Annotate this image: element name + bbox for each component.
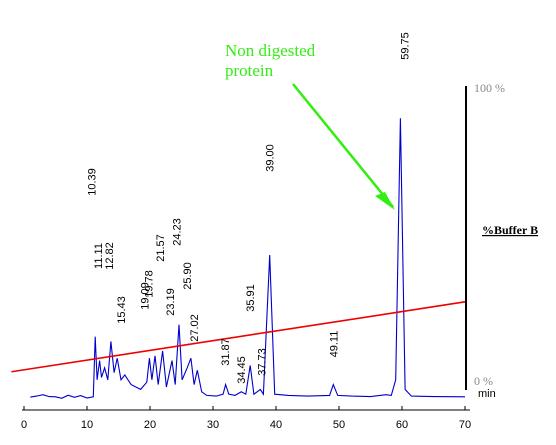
peak-label: 25.90 bbox=[182, 262, 194, 290]
peak-label: 34.45 bbox=[236, 356, 248, 384]
peak-label: 35.91 bbox=[245, 284, 257, 312]
peak-label: 27.02 bbox=[189, 314, 201, 342]
x-tick-label: 60 bbox=[396, 419, 408, 431]
buffer-b-title: %Buffer B bbox=[482, 223, 538, 237]
buffer-b-gradient-line bbox=[11, 301, 466, 373]
x-tick-label: 50 bbox=[333, 419, 345, 431]
peak-label: 15.43 bbox=[116, 296, 128, 324]
peak-label: 11.11 bbox=[93, 243, 105, 269]
x-axis: 0 10 20 30 40 50 60 70 min bbox=[21, 388, 496, 431]
peak-label: 19.78 bbox=[144, 270, 156, 298]
x-tick-label: 0 bbox=[21, 419, 27, 431]
annotation-non-digested: Non digested protein bbox=[225, 41, 395, 210]
annotation-line-2: protein bbox=[225, 61, 274, 80]
peak-label: 21.57 bbox=[155, 234, 167, 262]
peak-label: 39.00 bbox=[265, 144, 277, 172]
peak-label: 59.75 bbox=[399, 32, 411, 60]
buffer-b-0-label: 0 % bbox=[474, 374, 493, 388]
peak-label: 49.11 bbox=[328, 331, 340, 358]
x-tick-label: 20 bbox=[144, 419, 156, 431]
buffer-b-100-label: 100 % bbox=[474, 81, 505, 95]
peak-label: 23.19 bbox=[165, 288, 177, 316]
peak-label: 37.73 bbox=[257, 348, 269, 376]
x-tick-label: 10 bbox=[81, 419, 93, 431]
peak-label: 31.87 bbox=[220, 338, 232, 366]
peak-label: 19.09 bbox=[139, 282, 151, 310]
x-tick-label: 70 bbox=[459, 419, 471, 431]
chromatogram-trace bbox=[30, 118, 466, 399]
x-axis-unit: min bbox=[478, 388, 496, 400]
annotation-line-1: Non digested bbox=[225, 41, 316, 60]
buffer-b-axis: 100 % 0 % %Buffer B bbox=[465, 81, 538, 390]
annotation-arrow-shaft bbox=[292, 83, 394, 208]
x-tick-label: 40 bbox=[270, 419, 282, 431]
x-axis-ticks: 0 10 20 30 40 50 60 70 bbox=[21, 406, 471, 431]
annotation-arrow-head bbox=[375, 192, 395, 210]
peak-label: 12.82 bbox=[104, 242, 116, 270]
x-tick-label: 30 bbox=[207, 419, 219, 431]
peak-label: 10.39 bbox=[86, 168, 98, 196]
peak-label: 24.23 bbox=[172, 218, 184, 246]
